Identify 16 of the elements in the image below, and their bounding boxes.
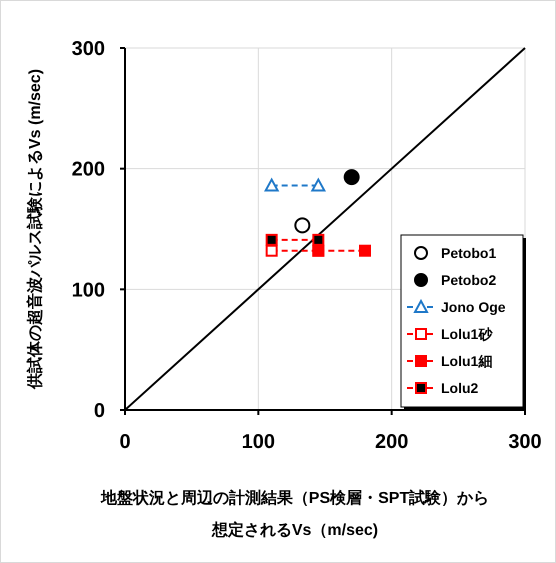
legend-label: Petobo1 [441,245,496,261]
y-axis-title: 供試体の超音波パルス試験によるVs (m/sec) [26,68,44,390]
legend-label: Jono Oge [441,299,506,315]
y-tick-label: 100 [72,279,105,302]
x-axis-title: 地盤状況と周辺の計測結果（PS検層・SPT試験）から想定されるVs（m/sec) [100,488,490,541]
x-tick-label: 200 [374,431,408,453]
y-tick-label: 200 [72,158,105,181]
legend-label: Lolu1細 [441,353,492,369]
y-tick-label: 300 [72,38,105,60]
legend-label: Lolu2 [441,380,479,396]
y-tick-label: 0 [94,400,105,422]
x-tick-label: 300 [508,431,542,453]
x-tick-label: 0 [119,431,131,453]
legend-label: Petobo2 [441,272,496,288]
x-tick-label: 100 [242,431,276,453]
legend-label: Lolu1砂 [441,326,494,342]
